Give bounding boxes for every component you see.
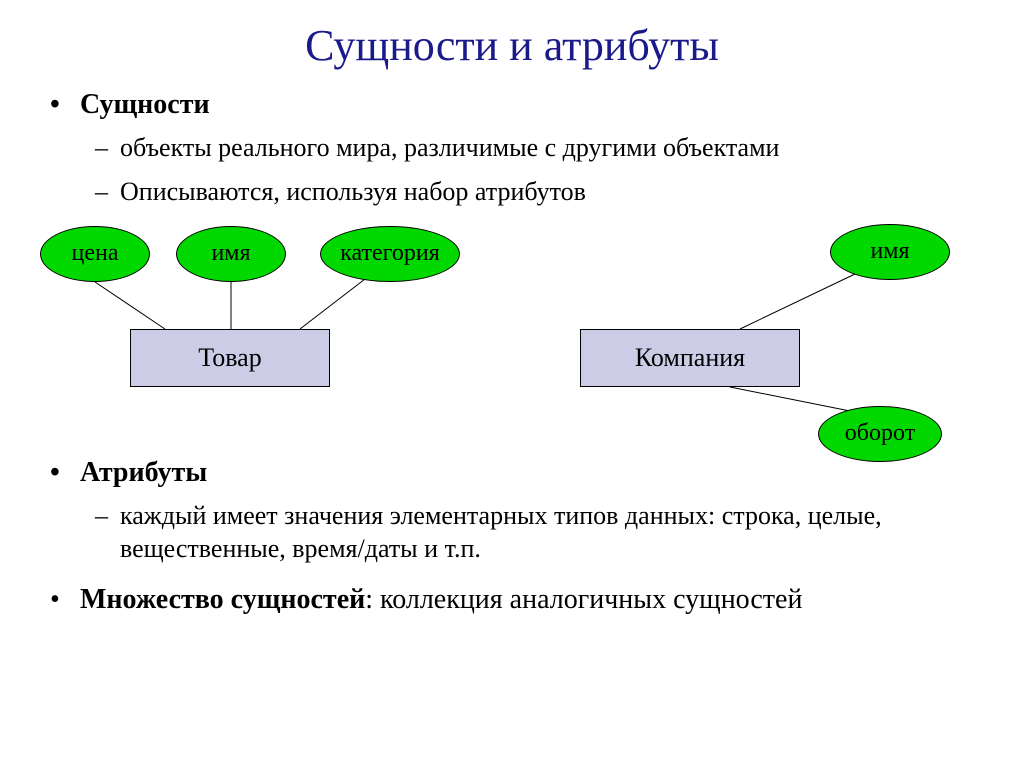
- attribute-name1: имя: [176, 226, 286, 282]
- bullet-essences-sub1: объекты реального мира, различимые с дру…: [50, 131, 994, 165]
- attribute-name2: имя: [830, 224, 950, 280]
- attribute-price: цена: [40, 226, 150, 282]
- bullet-set-bold: Множество сущностей: [80, 584, 365, 615]
- er-diagram: ТоварКомпанияценаимякатегорияимяоборот: [0, 219, 1024, 439]
- attribute-category: категория: [320, 226, 460, 282]
- bullet-essences: Сущности: [50, 89, 994, 121]
- edge-turnover-company: [730, 387, 850, 411]
- bullets-bottom: Атрибуты каждый имеет значения элементар…: [0, 457, 1024, 617]
- page-title: Сущности и атрибуты: [0, 0, 1024, 71]
- edge-category-tovar: [300, 279, 365, 329]
- bullet-set: Множество сущностей: коллекция аналогичн…: [50, 584, 994, 616]
- entity-company: Компания: [580, 329, 800, 387]
- edge-name2-company: [740, 274, 855, 329]
- bullet-attributes-sub1: каждый имеет значения элементарных типов…: [50, 499, 994, 567]
- edge-price-tovar: [95, 282, 165, 329]
- bullets-top: Сущности объекты реального мира, различи…: [0, 89, 1024, 209]
- bullet-attributes: Атрибуты: [50, 457, 994, 489]
- attribute-turnover: оборот: [818, 406, 942, 462]
- bullet-essences-sub2: Описываются, используя набор атрибутов: [50, 175, 994, 209]
- entity-tovar: Товар: [130, 329, 330, 387]
- bullet-set-rest: : коллекция аналогичных сущностей: [365, 584, 802, 615]
